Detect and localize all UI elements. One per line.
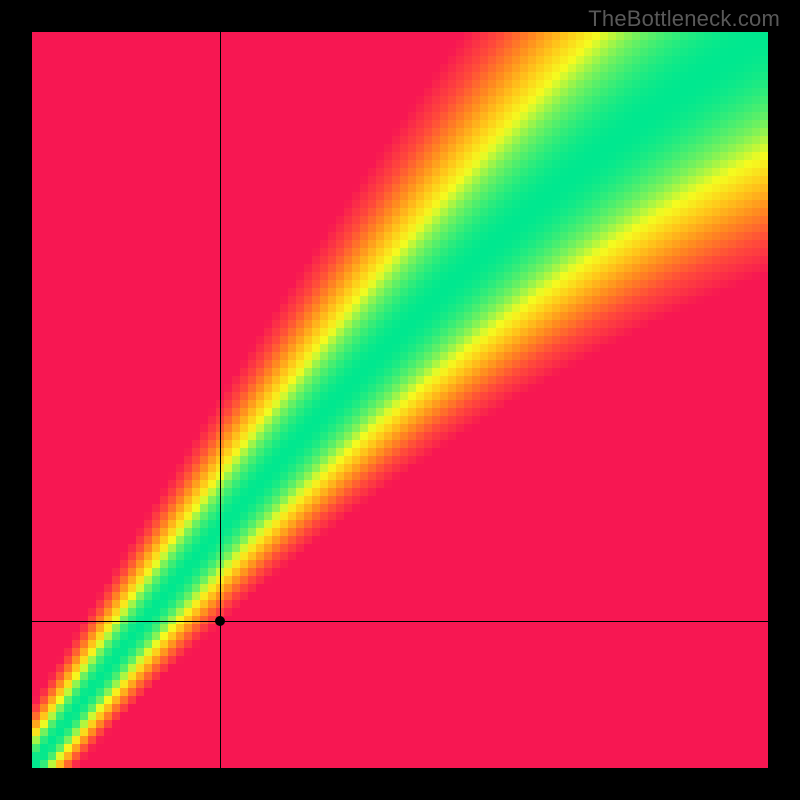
crosshair-horizontal — [32, 621, 768, 622]
data-point-marker — [215, 616, 225, 626]
chart-container: TheBottleneck.com — [0, 0, 800, 800]
heatmap-plot-area — [32, 32, 768, 768]
heatmap-canvas — [32, 32, 768, 768]
crosshair-vertical — [220, 32, 221, 768]
attribution-watermark: TheBottleneck.com — [588, 6, 780, 32]
